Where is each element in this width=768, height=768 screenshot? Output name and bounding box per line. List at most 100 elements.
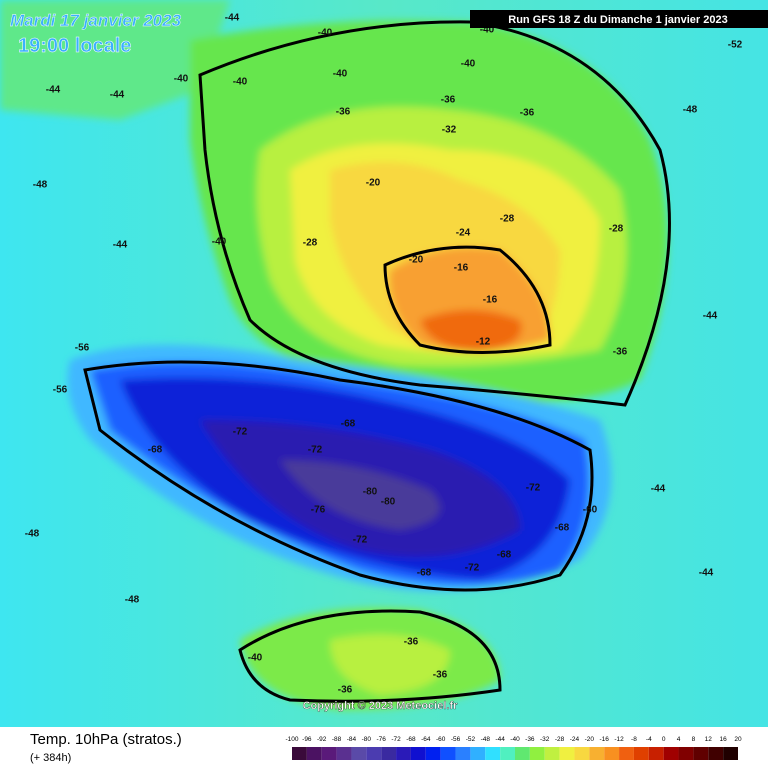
legend-swatch — [515, 747, 530, 760]
contour-label: -72 — [353, 535, 368, 546]
contour-label: -24 — [456, 228, 471, 239]
contour-label: -56 — [53, 385, 68, 396]
legend-tick-label: -44 — [495, 736, 505, 743]
legend-swatch — [574, 747, 590, 760]
contour-label: -40 — [248, 653, 263, 664]
contour-label: -48 — [25, 529, 40, 540]
legend-swatch — [440, 747, 456, 760]
legend-swatch — [663, 747, 679, 760]
contour-label: -44 — [225, 13, 240, 24]
legend-swatch — [500, 747, 515, 760]
legend-swatch — [336, 747, 352, 760]
contour-label: -36 — [433, 670, 448, 681]
contour-label: -44 — [46, 85, 61, 96]
contour-label: -68 — [497, 550, 512, 561]
legend-tick-label: -84 — [347, 736, 357, 743]
time: 19:00 locale — [18, 35, 131, 57]
contour-label: -36 — [520, 108, 535, 119]
contour-label: -20 — [409, 255, 424, 266]
field-purple — [280, 460, 440, 530]
legend-swatch — [351, 747, 367, 760]
contour-label: -56 — [75, 343, 90, 354]
legend-tick-label: 4 — [677, 736, 681, 743]
contour-label: -36 — [404, 637, 419, 648]
legend-tick-label: -12 — [614, 736, 624, 743]
legend-swatch — [306, 747, 322, 760]
contour-label: -44 — [113, 240, 128, 251]
legend-tick-label: 0 — [662, 736, 666, 743]
legend-tick-label: -92 — [317, 736, 327, 743]
contour-label: -48 — [125, 595, 140, 606]
contour-label: -40 — [212, 237, 227, 248]
legend-swatch — [292, 747, 307, 760]
legend-tick-label: -88 — [332, 736, 342, 743]
legend-tick-label: -4 — [646, 736, 652, 743]
field-red — [420, 310, 522, 352]
contour-label: -60 — [583, 505, 598, 516]
contour-label: -40 — [461, 59, 476, 70]
contour-label: -44 — [699, 568, 714, 579]
contour-label: -72 — [465, 563, 480, 574]
contour-label: -52 — [728, 40, 743, 51]
legend-tick-label: -56 — [451, 736, 461, 743]
legend-swatch — [544, 747, 560, 760]
legend-swatch — [559, 747, 575, 760]
legend-swatch — [485, 747, 501, 760]
legend-swatch — [678, 747, 694, 760]
contour-label: -68 — [341, 419, 356, 430]
legend-tick-label: -68 — [406, 736, 416, 743]
contour-label: -40 — [174, 74, 189, 85]
legend-tick-label: -16 — [599, 736, 609, 743]
contour-16 — [383, 245, 552, 354]
contour-label: -68 — [148, 445, 163, 456]
contour-label: -36 — [613, 347, 628, 358]
legend-swatch — [708, 747, 724, 760]
contour-label: -16 — [483, 295, 498, 306]
legend-swatch — [470, 747, 486, 760]
legend-tick-label: -64 — [421, 736, 431, 743]
contour-label: -72 — [308, 445, 323, 456]
legend-tick-label: -36 — [525, 736, 535, 743]
legend-swatch — [425, 747, 441, 760]
legend: -100 -96 -92 -88 -84 -80 -76 -72 -68 -64 -60 -56 -52… — [285, 736, 742, 760]
contour-label: -80 — [381, 497, 396, 508]
copyright: Copyright © 2023 Meteociel.fr — [303, 700, 459, 712]
legend-tick-label: -52 — [466, 736, 476, 743]
legend-tick-label: -20 — [585, 736, 595, 743]
fields — [0, 0, 668, 710]
contour-labels: -44 -40 -40 -40 -40 -40 -40 -44 -44 -36 -36 -36 -32 -… — [25, 13, 743, 696]
legend-tick-label: -96 — [302, 736, 312, 743]
legend-tick-label: -76 — [376, 736, 386, 743]
contour-label: -44 — [110, 90, 125, 101]
footer-title: Temp. 10hPa (stratos.) — [30, 731, 182, 748]
legend-tick-label: 16 — [720, 736, 728, 743]
field-yellowgreen-south — [330, 634, 450, 695]
legend-tick-label: -48 — [481, 736, 491, 743]
contour-label: -48 — [33, 180, 48, 191]
contour-label: -16 — [454, 263, 469, 274]
contour-label: -12 — [476, 337, 491, 348]
legend-swatch — [321, 747, 337, 760]
legend-tick-label: -100 — [285, 736, 298, 743]
contour-label: -72 — [233, 427, 248, 438]
contour-label: -40 — [318, 28, 333, 39]
field-green-nw — [0, 0, 230, 120]
run: Run GFS 18 Z du Dimanche 1 janvier 2023 — [508, 14, 727, 26]
legend-swatch — [366, 747, 382, 760]
contour-label: -36 — [338, 685, 353, 696]
legend-tick-label: -28 — [555, 736, 565, 743]
legend-swatch — [410, 747, 426, 760]
contour-64 — [83, 360, 594, 592]
legend-swatch — [648, 747, 664, 760]
legend-swatch — [723, 747, 738, 760]
contour-label: -44 — [651, 484, 666, 495]
legend-swatch — [529, 747, 545, 760]
contour-label: -28 — [500, 214, 515, 225]
contour-label: -28 — [609, 224, 624, 235]
legend-tick-label: -8 — [631, 736, 637, 743]
legend-tick-label: 8 — [692, 736, 696, 743]
legend-swatch — [396, 747, 411, 760]
contour-label: -80 — [363, 487, 378, 498]
legend-tick-label: -24 — [570, 736, 580, 743]
